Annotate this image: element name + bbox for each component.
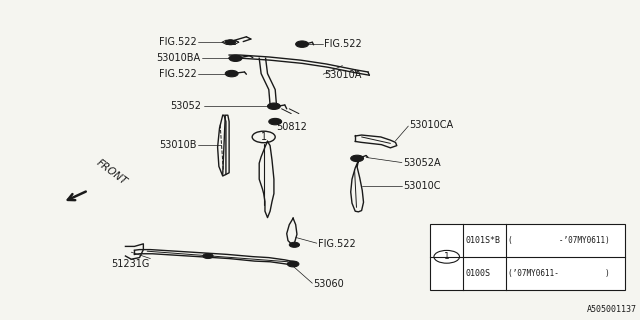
Text: (          -’07MY0611): ( -’07MY0611) bbox=[508, 236, 610, 245]
Text: 53010B: 53010B bbox=[159, 140, 197, 150]
Text: 53060: 53060 bbox=[314, 279, 344, 289]
Text: 53010A: 53010A bbox=[324, 70, 362, 80]
Text: FIG.522: FIG.522 bbox=[318, 239, 356, 249]
Circle shape bbox=[269, 118, 282, 125]
Text: FIG.522: FIG.522 bbox=[159, 37, 197, 47]
Circle shape bbox=[351, 155, 364, 162]
Text: 1: 1 bbox=[444, 252, 449, 261]
Circle shape bbox=[289, 242, 300, 247]
Bar bbox=[430, 224, 625, 290]
Text: FIG.522: FIG.522 bbox=[159, 68, 197, 79]
Text: 51231G: 51231G bbox=[111, 259, 149, 269]
Circle shape bbox=[229, 55, 242, 61]
Text: FRONT: FRONT bbox=[95, 158, 129, 187]
Text: 53010C: 53010C bbox=[403, 180, 441, 191]
Text: 53052A: 53052A bbox=[403, 158, 441, 168]
Circle shape bbox=[225, 40, 236, 45]
Text: A505001137: A505001137 bbox=[587, 305, 637, 314]
Circle shape bbox=[296, 41, 308, 47]
Circle shape bbox=[203, 253, 213, 259]
Text: 53010CA: 53010CA bbox=[410, 120, 454, 131]
Circle shape bbox=[268, 103, 280, 109]
Text: (’07MY0611-          ): (’07MY0611- ) bbox=[508, 269, 610, 278]
Circle shape bbox=[225, 70, 238, 77]
Text: 0101S*B: 0101S*B bbox=[466, 236, 501, 245]
Text: 50812: 50812 bbox=[276, 122, 307, 132]
Text: 53052: 53052 bbox=[171, 101, 202, 111]
Text: 53010BA: 53010BA bbox=[156, 53, 200, 63]
Text: 0100S: 0100S bbox=[466, 269, 491, 278]
Text: 1: 1 bbox=[260, 132, 267, 142]
Circle shape bbox=[287, 261, 299, 267]
Text: FIG.522: FIG.522 bbox=[324, 39, 362, 49]
